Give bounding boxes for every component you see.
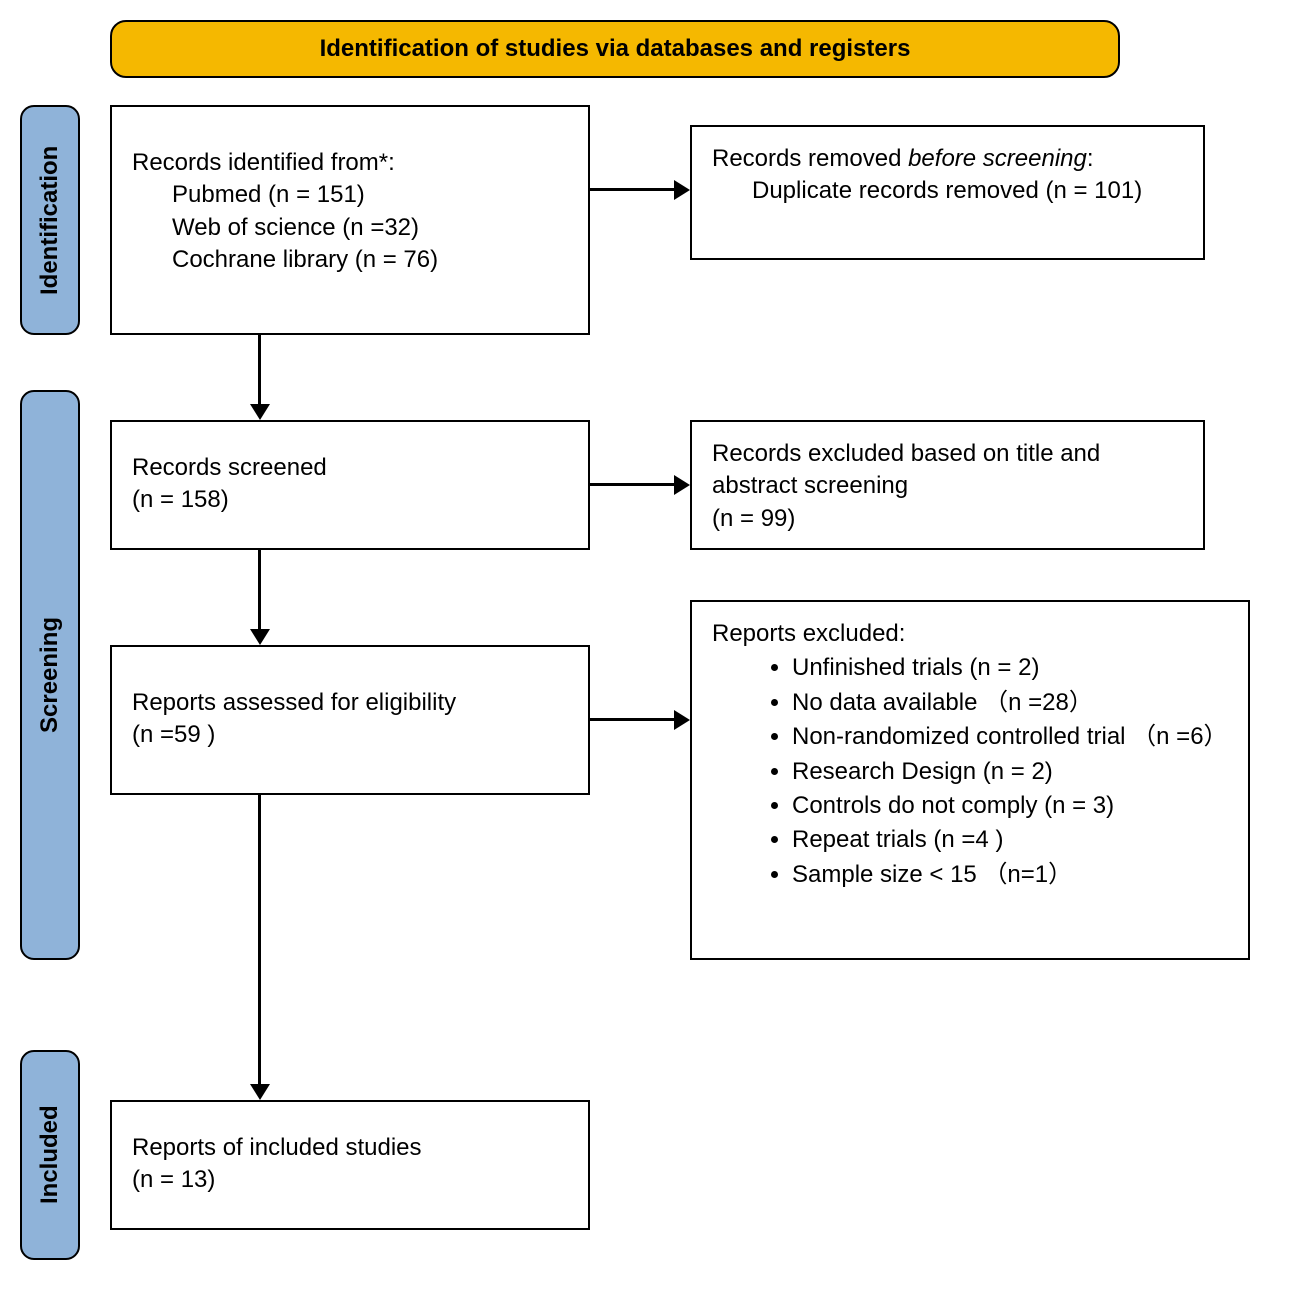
assessed-line2: (n =59 ) [132, 719, 568, 751]
excluded2-item-1: No data available （n =28） [792, 687, 1228, 719]
identified-line-2: Cochrane library (n = 76) [172, 244, 568, 276]
arrow-assessed-excluded2 [590, 718, 674, 721]
header-text: Identification of studies via databases … [320, 35, 911, 63]
identified-title: Records identified from*: [132, 147, 568, 179]
excluded1-line2: (n = 99) [712, 503, 1183, 535]
excluded2-item-0: Unfinished trials (n = 2) [792, 652, 1228, 684]
excluded2-item-6: Sample size < 15 （n=1） [792, 859, 1228, 891]
stage-included: Included [20, 1050, 80, 1260]
arrow-head-identified-removed [674, 180, 690, 200]
prisma-flowchart: Identification of studies via databases … [20, 20, 1282, 1287]
removed-line1: Records removed before screening: [712, 143, 1183, 175]
excluded2-list: Unfinished trials (n = 2) No data availa… [752, 652, 1228, 891]
assessed-line1: Reports assessed for eligibility [132, 687, 568, 719]
box-records-screened: Records screened (n = 158) [110, 420, 590, 550]
identified-line-0: Pubmed (n = 151) [172, 179, 568, 211]
excluded2-item-3: Research Design (n = 2) [792, 756, 1228, 788]
excluded2-item-2: Non-randomized controlled trial （n =6） [792, 721, 1228, 753]
box-reports-included: Reports of included studies (n = 13) [110, 1100, 590, 1230]
screened-line2: (n = 158) [132, 484, 568, 516]
excluded2-item-4: Controls do not comply (n = 3) [792, 790, 1228, 822]
arrow-identified-removed [590, 188, 674, 191]
box-records-identified: Records identified from*: Pubmed (n = 15… [110, 105, 590, 335]
arrow-screened-excluded1 [590, 483, 674, 486]
included-line2: (n = 13) [132, 1164, 568, 1196]
box-reports-assessed: Reports assessed for eligibility (n =59 … [110, 645, 590, 795]
arrow-head-assessed-included [250, 1084, 270, 1100]
arrow-head-screened-assessed [250, 629, 270, 645]
box-records-removed: Records removed before screening: Duplic… [690, 125, 1205, 260]
identified-line-1: Web of science (n =32) [172, 212, 568, 244]
box-reports-excluded: Reports excluded: Unfinished trials (n =… [690, 600, 1250, 960]
screened-line1: Records screened [132, 452, 568, 484]
excluded2-item-5: Repeat trials (n =4 ) [792, 824, 1228, 856]
header-bar: Identification of studies via databases … [110, 20, 1120, 78]
removed-line2: Duplicate records removed (n = 101) [752, 175, 1183, 207]
stage-screening: Screening [20, 390, 80, 960]
arrow-head-identified-screened [250, 404, 270, 420]
arrow-screened-assessed [258, 550, 261, 629]
stage-identification: Identification [20, 105, 80, 335]
excluded2-title: Reports excluded: [712, 618, 1228, 650]
arrow-head-assessed-excluded2 [674, 710, 690, 730]
excluded1-line1: Records excluded based on title and abst… [712, 438, 1183, 503]
arrow-head-screened-excluded1 [674, 475, 690, 495]
arrow-identified-screened [258, 335, 261, 404]
included-line1: Reports of included studies [132, 1132, 568, 1164]
arrow-assessed-included [258, 795, 261, 1084]
box-records-excluded-screening: Records excluded based on title and abst… [690, 420, 1205, 550]
